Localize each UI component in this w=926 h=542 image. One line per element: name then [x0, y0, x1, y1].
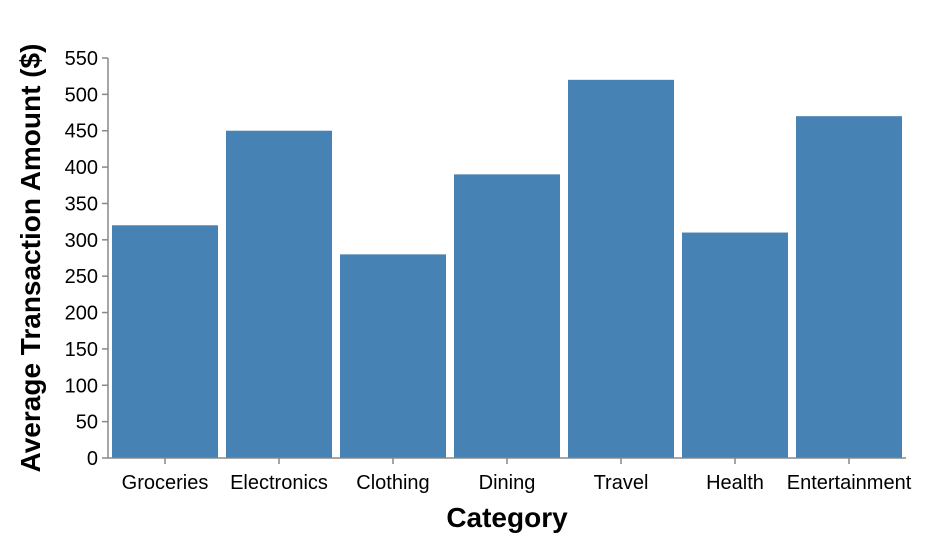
x-tick-label-clothing: Clothing	[356, 472, 429, 494]
y-tick-label-450: 450	[65, 121, 98, 143]
bars-group	[112, 79, 902, 459]
bar-clothing	[340, 254, 446, 458]
y-tick-label-400: 400	[65, 157, 98, 179]
y-tick-label-200: 200	[65, 303, 98, 325]
bar-entertainment	[796, 116, 902, 458]
y-tick-label-550: 550	[65, 48, 98, 70]
x-tick-label-groceries: Groceries	[122, 472, 209, 494]
y-tick-label-350: 350	[65, 193, 98, 215]
x-tick-label-dining: Dining	[479, 472, 536, 494]
bar-groceries	[112, 225, 218, 458]
x-tick-label-entertainment: Entertainment	[787, 472, 912, 494]
y-axis-title: Average Transaction Amount ($)	[15, 44, 46, 473]
y-tick-label-0: 0	[87, 448, 98, 470]
y-tick-label-250: 250	[65, 266, 98, 288]
x-axis: Groceries Electronics Clothing Dining Travel…	[108, 457, 912, 494]
x-tick-label-electronics: Electronics	[230, 472, 328, 494]
bar-health	[682, 232, 788, 458]
bar-travel	[568, 79, 674, 459]
x-tick-label-travel: Travel	[594, 472, 649, 494]
y-tick-label-50: 50	[76, 412, 98, 434]
bar-dining	[454, 174, 560, 458]
bar-electronics	[226, 130, 332, 458]
y-tick-label-150: 150	[65, 339, 98, 361]
x-axis-title: Category	[446, 502, 568, 533]
x-tick-label-health: Health	[706, 472, 764, 494]
y-tick-label-300: 300	[65, 230, 98, 252]
y-tick-label-100: 100	[65, 375, 98, 397]
y-axis: 0 50 100 150 200 250 300 350 400 450 500 550	[65, 48, 109, 470]
y-tick-label-500: 500	[65, 84, 98, 106]
